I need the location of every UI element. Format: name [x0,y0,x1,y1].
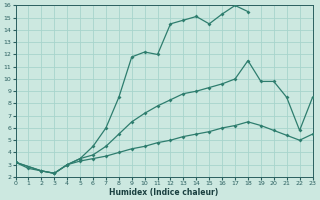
X-axis label: Humidex (Indice chaleur): Humidex (Indice chaleur) [109,188,219,197]
